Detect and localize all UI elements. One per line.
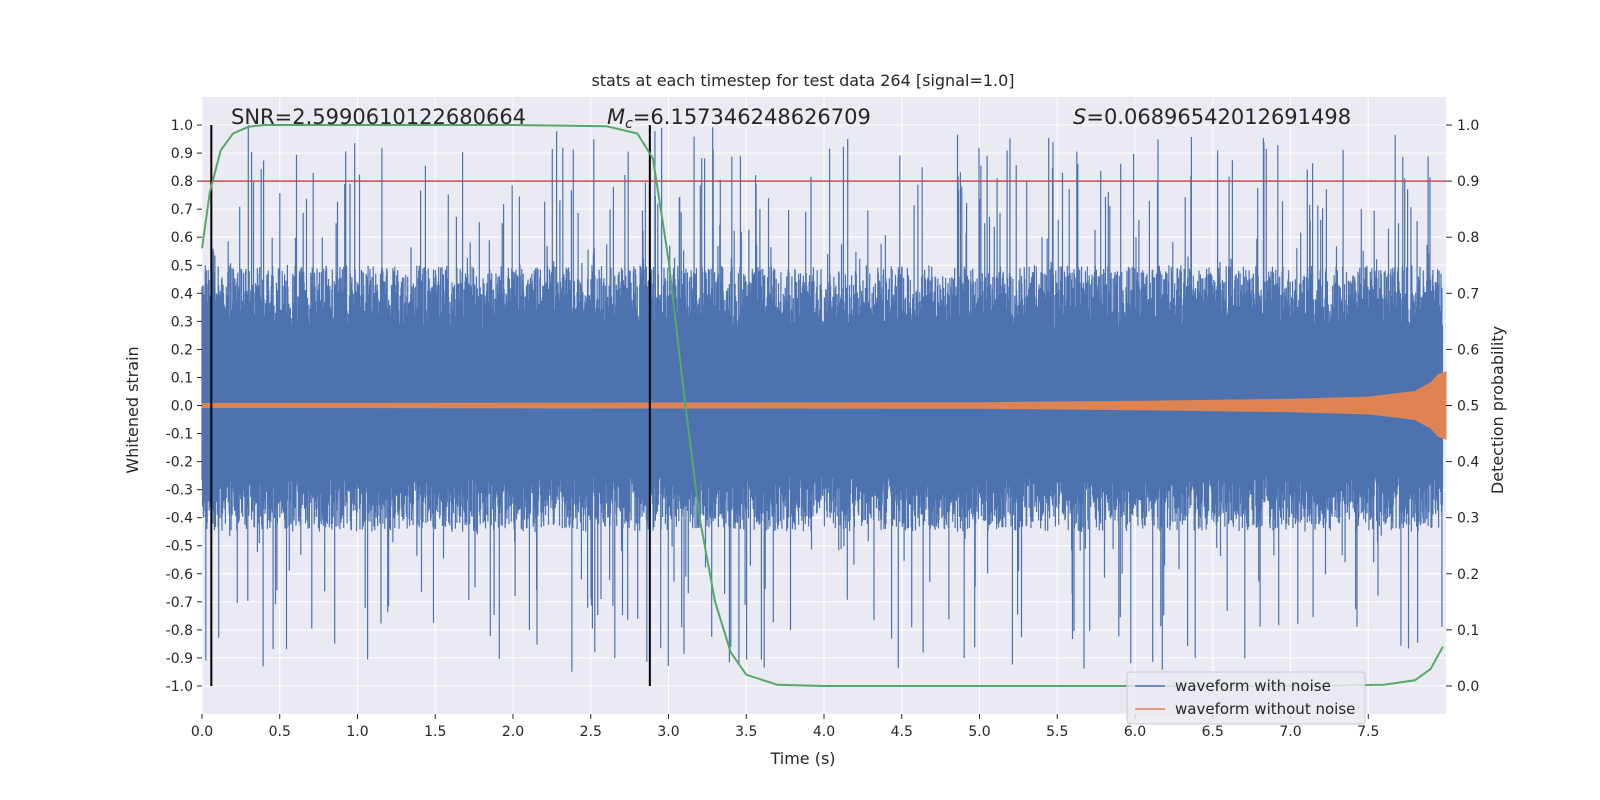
y2-tick-label: 0.3 [1457, 511, 1479, 527]
y-tick-label: -0.2 [166, 455, 193, 471]
y-tick-label: -0.8 [166, 623, 193, 639]
x-tick-label: 2.5 [580, 724, 602, 740]
legend-box [1126, 671, 1366, 725]
vertical-markers [210, 125, 651, 686]
x-tick-label: 4.5 [891, 724, 913, 740]
y2-tick-label: 0.8 [1457, 230, 1479, 246]
x-tick-label: 5.5 [1046, 724, 1068, 740]
y-tick-label: 0.8 [171, 174, 193, 190]
x-tick-label: 6.5 [1202, 724, 1224, 740]
legend: waveform with noise waveform without noi… [1126, 671, 1366, 725]
y-tick-label: 0.4 [171, 286, 193, 302]
y2-tick-label: 0.4 [1457, 455, 1479, 471]
y-tick-label: 0.2 [171, 342, 193, 358]
x-tick-label: 2.0 [502, 724, 524, 740]
y-tick-label: 1.0 [171, 118, 193, 134]
chart-title: stats at each timestep for test data 264… [591, 71, 1014, 90]
y-tick-label: 0.9 [171, 146, 193, 162]
s-annotation: S=0.06896542012691498 [1073, 105, 1351, 129]
y-tick-label: 0.5 [171, 258, 193, 274]
y-axis-ticks: 1.0 0.9 0.8 0.7 0.6 0.5 0.4 0.3 0.2 0.1 0.0 -0.1 -0.… [166, 118, 202, 695]
y-tick-label: 0.0 [171, 399, 193, 415]
x-tick-label: 4.0 [813, 724, 835, 740]
x-tick-label: 0.5 [269, 724, 291, 740]
series-waveform-without-noise [201, 371, 1447, 440]
y2-tick-label: 0.6 [1457, 342, 1479, 358]
y2-tick-label: 0.5 [1457, 399, 1479, 415]
x-tick-label: 7.5 [1357, 724, 1379, 740]
s-value: =0.06896542012691498 [1086, 105, 1351, 129]
x-tick-label: 1.0 [346, 724, 368, 740]
mc-subscript: c [625, 116, 633, 132]
y2-tick-label: 0.7 [1457, 286, 1479, 302]
s-symbol: S [1073, 105, 1086, 129]
y-tick-label: -0.9 [166, 651, 193, 667]
x-tick-label: 1.5 [424, 724, 446, 740]
y2-tick-label: 0.1 [1457, 623, 1479, 639]
y-tick-label: 0.6 [171, 230, 193, 246]
chirp-mass-annotation: Mc=6.157346248626709 [607, 105, 871, 132]
y-tick-label: -0.6 [166, 567, 193, 583]
x-tick-label: 0.0 [191, 724, 213, 740]
y-tick-label: -0.3 [166, 483, 193, 499]
y-tick-label: 0.7 [171, 202, 193, 218]
legend-label-clean: waveform without noise [1175, 700, 1355, 718]
clean-envelope [201, 371, 1447, 440]
y2-axis-ticks: 1.0 0.9 0.8 0.7 0.6 0.5 0.4 0.3 0.2 0.1 0.0 [1446, 118, 1479, 695]
y-tick-label: 0.1 [171, 370, 193, 386]
y2-tick-label: 0.2 [1457, 567, 1479, 583]
y-tick-label: -0.4 [166, 511, 193, 527]
y-tick-label: -1.0 [166, 679, 193, 695]
legend-label-noise: waveform with noise [1175, 677, 1331, 695]
y-axis-label: Whitened strain [123, 346, 142, 473]
x-axis-ticks: 0.0 0.5 1.0 1.5 2.0 2.5 3.0 3.5 4.0 4.5 5.0 5.5 6.0 6… [191, 714, 1379, 740]
y2-tick-label: 0.9 [1457, 174, 1479, 190]
y-tick-label: -0.5 [166, 539, 193, 555]
x-tick-label: 3.0 [657, 724, 679, 740]
x-tick-label: 5.0 [968, 724, 990, 740]
y2-axis-label: Detection probability [1488, 326, 1507, 494]
y2-tick-label: 1.0 [1457, 118, 1479, 134]
snr-annotation: SNR=2.5990610122680664 [231, 105, 526, 129]
mc-value: =6.157346248626709 [633, 105, 871, 129]
y-tick-label: -0.1 [166, 427, 193, 443]
x-tick-label: 6.0 [1124, 724, 1146, 740]
x-tick-label: 7.0 [1279, 724, 1301, 740]
y2-tick-label: 0.0 [1457, 679, 1479, 695]
mc-symbol: M [607, 105, 625, 129]
x-tick-label: 3.5 [735, 724, 757, 740]
y-tick-label: 0.3 [171, 314, 193, 330]
x-axis-label: Time (s) [769, 749, 835, 768]
y-tick-label: -0.7 [166, 595, 193, 611]
